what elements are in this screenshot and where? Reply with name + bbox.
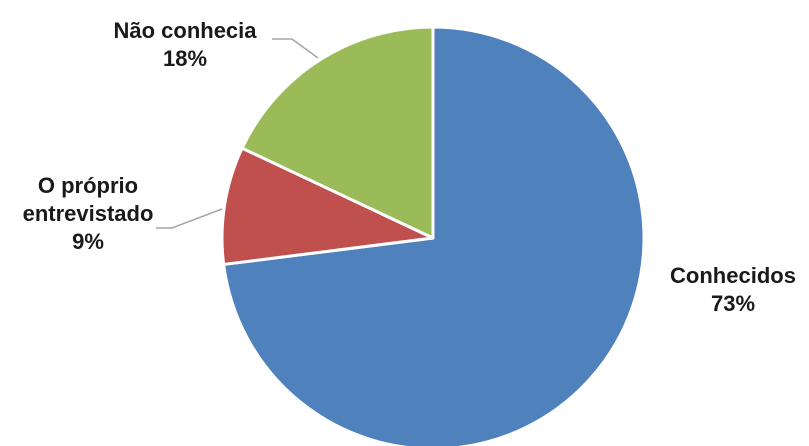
slice-label-nao-conhecia: Não conhecia — [113, 18, 257, 43]
pie-slice-nao-conhecia — [240, 25, 435, 240]
slice-label-o-proprio-line1: O próprio — [38, 173, 138, 198]
pie-slice-o-proprio-entrevistado — [220, 146, 435, 266]
leader-lines — [156, 38, 319, 229]
slice-value-o-proprio: 9% — [72, 229, 104, 254]
slice-label-o-proprio-line2: entrevistado — [23, 201, 154, 226]
slice-value-conhecidos: 73% — [711, 291, 755, 316]
data-labels: Conhecidos 73% O próprio entrevistado 9%… — [23, 18, 796, 316]
slice-value-nao-conhecia: 18% — [163, 46, 207, 71]
slice-label-conhecidos: Conhecidos — [670, 263, 796, 288]
leader-line-o-proprio-entrevistado — [156, 208, 223, 229]
leader-line-nao-conhecia — [272, 38, 319, 59]
pie-slices — [220, 25, 646, 446]
